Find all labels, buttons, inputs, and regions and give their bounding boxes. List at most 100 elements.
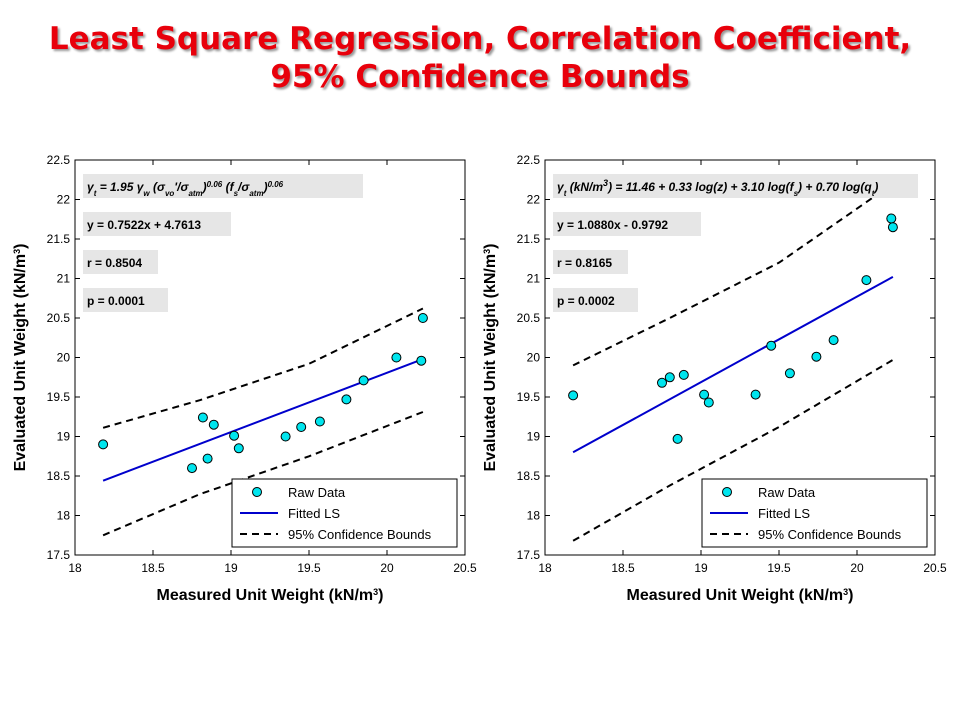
annotation-bg bbox=[553, 174, 918, 198]
raw-data-point bbox=[678, 369, 689, 380]
annotation-bg bbox=[83, 212, 231, 236]
annotation-text: r = 0.8165 bbox=[557, 256, 612, 270]
raw-data-point bbox=[416, 355, 427, 366]
raw-data-point bbox=[664, 372, 675, 383]
raw-data-point bbox=[766, 340, 777, 351]
x-tick-label: 18 bbox=[68, 561, 82, 575]
legend-label: 95% Confidence Bounds bbox=[758, 527, 902, 542]
raw-data-point bbox=[784, 368, 795, 379]
annotation-box: γt = 1.95 γw (σvo'/σatm)0.06 (fs/σatm)0.… bbox=[83, 174, 363, 198]
lower-confidence-bound bbox=[102, 411, 424, 537]
slide-title: Least Square Regression, Correlation Coe… bbox=[0, 20, 960, 96]
y-tick-label: 22.5 bbox=[47, 153, 71, 167]
raw-data-point bbox=[657, 377, 667, 388]
annotation-bg bbox=[83, 288, 168, 312]
legend-label: Fitted LS bbox=[288, 506, 340, 521]
x-tick-label: 20.5 bbox=[923, 561, 947, 575]
x-tick-label: 19.5 bbox=[297, 561, 321, 575]
chart-left: 18 18.5 19 19.5 20 20.517.51818.51919.52020.5… bbox=[12, 153, 477, 604]
y-tick-label: 21.5 bbox=[47, 232, 71, 246]
raw-data-point bbox=[296, 422, 307, 432]
annotation-box: y = 0.7522x + 4.7613 bbox=[83, 212, 231, 236]
annotation-box: r = 0.8504 bbox=[83, 250, 158, 274]
y-tick-label: 20.5 bbox=[517, 311, 541, 325]
y-tick-label: 17.5 bbox=[47, 548, 71, 562]
raw-data-point bbox=[750, 389, 761, 400]
x-tick-label: 20 bbox=[850, 561, 864, 575]
annotation-bg bbox=[553, 250, 628, 274]
legend-label: Raw Data bbox=[288, 485, 346, 500]
legend: Raw Data Fitted LS 95% Confidence Bounds bbox=[231, 478, 458, 548]
y-tick-label: 20 bbox=[527, 351, 541, 365]
x-tick-label: 20.5 bbox=[453, 561, 477, 575]
y-tick-label: 18 bbox=[527, 509, 541, 523]
raw-data-point bbox=[391, 352, 402, 363]
y-tick-label: 17.5 bbox=[517, 548, 541, 562]
x-axis-label: Measured Unit Weight (kN/m3) bbox=[157, 587, 384, 604]
annotation-text: p = 0.0001 bbox=[87, 294, 145, 308]
slide-title-line-1: Least Square Regression, Correlation Coe… bbox=[48, 21, 912, 57]
y-tick-label: 20 bbox=[57, 351, 71, 365]
raw-data-point bbox=[341, 394, 352, 405]
y-tick-label: 19 bbox=[57, 430, 71, 444]
legend-box bbox=[701, 478, 928, 548]
legend: Raw Data Fitted LS 95% Confidence Bounds bbox=[701, 478, 928, 548]
chart-right: 18 18.5 19 19.5 20 20.517.51818.51919.52020.5… bbox=[482, 153, 947, 604]
fitted-ls-line bbox=[572, 276, 894, 454]
y-tick-label: 21 bbox=[527, 272, 541, 286]
upper-confidence-bound bbox=[102, 307, 424, 429]
y-tick-label: 21 bbox=[57, 272, 71, 286]
legend-label: Fitted LS bbox=[758, 506, 810, 521]
lower-confidence-bound bbox=[572, 359, 894, 542]
annotation-box: p = 0.0002 bbox=[553, 288, 638, 312]
upper-confidence-bound bbox=[572, 182, 894, 367]
y-axis-label: Evaluated Unit Weight (kN/m3) bbox=[12, 244, 29, 472]
annotation-bg bbox=[553, 288, 638, 312]
y-tick-label: 18.5 bbox=[47, 469, 71, 483]
raw-data-point bbox=[197, 412, 208, 423]
y-tick-label: 22 bbox=[527, 193, 541, 207]
annotation-text: r = 0.8504 bbox=[87, 256, 142, 270]
x-tick-label: 18.5 bbox=[611, 561, 635, 575]
raw-data-point bbox=[229, 430, 240, 441]
y-tick-label: 22 bbox=[57, 193, 71, 207]
raw-data-point bbox=[568, 390, 579, 401]
annotation-text: γt (kN/m3) = 11.46 + 0.33 log(z) + 3.10 … bbox=[557, 178, 878, 198]
x-tick-label: 19.5 bbox=[767, 561, 791, 575]
y-tick-label: 21.5 bbox=[517, 232, 541, 246]
y-tick-label: 19.5 bbox=[47, 390, 71, 404]
raw-data-point bbox=[811, 351, 822, 362]
annotation-box: γt (kN/m3) = 11.46 + 0.33 log(z) + 3.10 … bbox=[553, 174, 918, 198]
y-tick-label: 22.5 bbox=[517, 153, 541, 167]
raw-data-point bbox=[699, 389, 710, 400]
raw-data-point bbox=[828, 335, 839, 346]
raw-data-point bbox=[98, 439, 109, 450]
raw-data-point bbox=[202, 453, 213, 464]
y-tick-label: 18 bbox=[57, 509, 71, 523]
annotation-box: r = 0.8165 bbox=[553, 250, 628, 274]
raw-data-point bbox=[861, 275, 872, 286]
raw-data-point bbox=[314, 416, 325, 427]
raw-data-point bbox=[280, 431, 291, 442]
raw-data-point bbox=[886, 213, 897, 224]
annotation-box: p = 0.0001 bbox=[83, 288, 168, 312]
x-tick-label: 19 bbox=[224, 561, 238, 575]
raw-data-point bbox=[887, 222, 898, 233]
y-tick-label: 20.5 bbox=[47, 311, 71, 325]
x-tick-label: 18 bbox=[538, 561, 552, 575]
y-tick-label: 18.5 bbox=[517, 469, 541, 483]
x-tick-label: 19 bbox=[694, 561, 708, 575]
annotation-text: y = 1.0880x - 0.9792 bbox=[557, 218, 668, 232]
x-axis-label: Measured Unit Weight (kN/m3) bbox=[627, 587, 854, 604]
y-tick-label: 19.5 bbox=[517, 390, 541, 404]
annotation-text: y = 0.7522x + 4.7613 bbox=[87, 218, 201, 232]
legend-label: 95% Confidence Bounds bbox=[288, 527, 432, 542]
raw-data-point bbox=[417, 313, 428, 323]
legend-label: Raw Data bbox=[758, 485, 816, 500]
annotation-bg bbox=[553, 212, 701, 236]
legend-marker-raw-data bbox=[722, 487, 732, 497]
annotation-bg bbox=[83, 174, 363, 198]
legend-marker-raw-data bbox=[252, 487, 262, 497]
raw-data-point bbox=[187, 463, 197, 474]
